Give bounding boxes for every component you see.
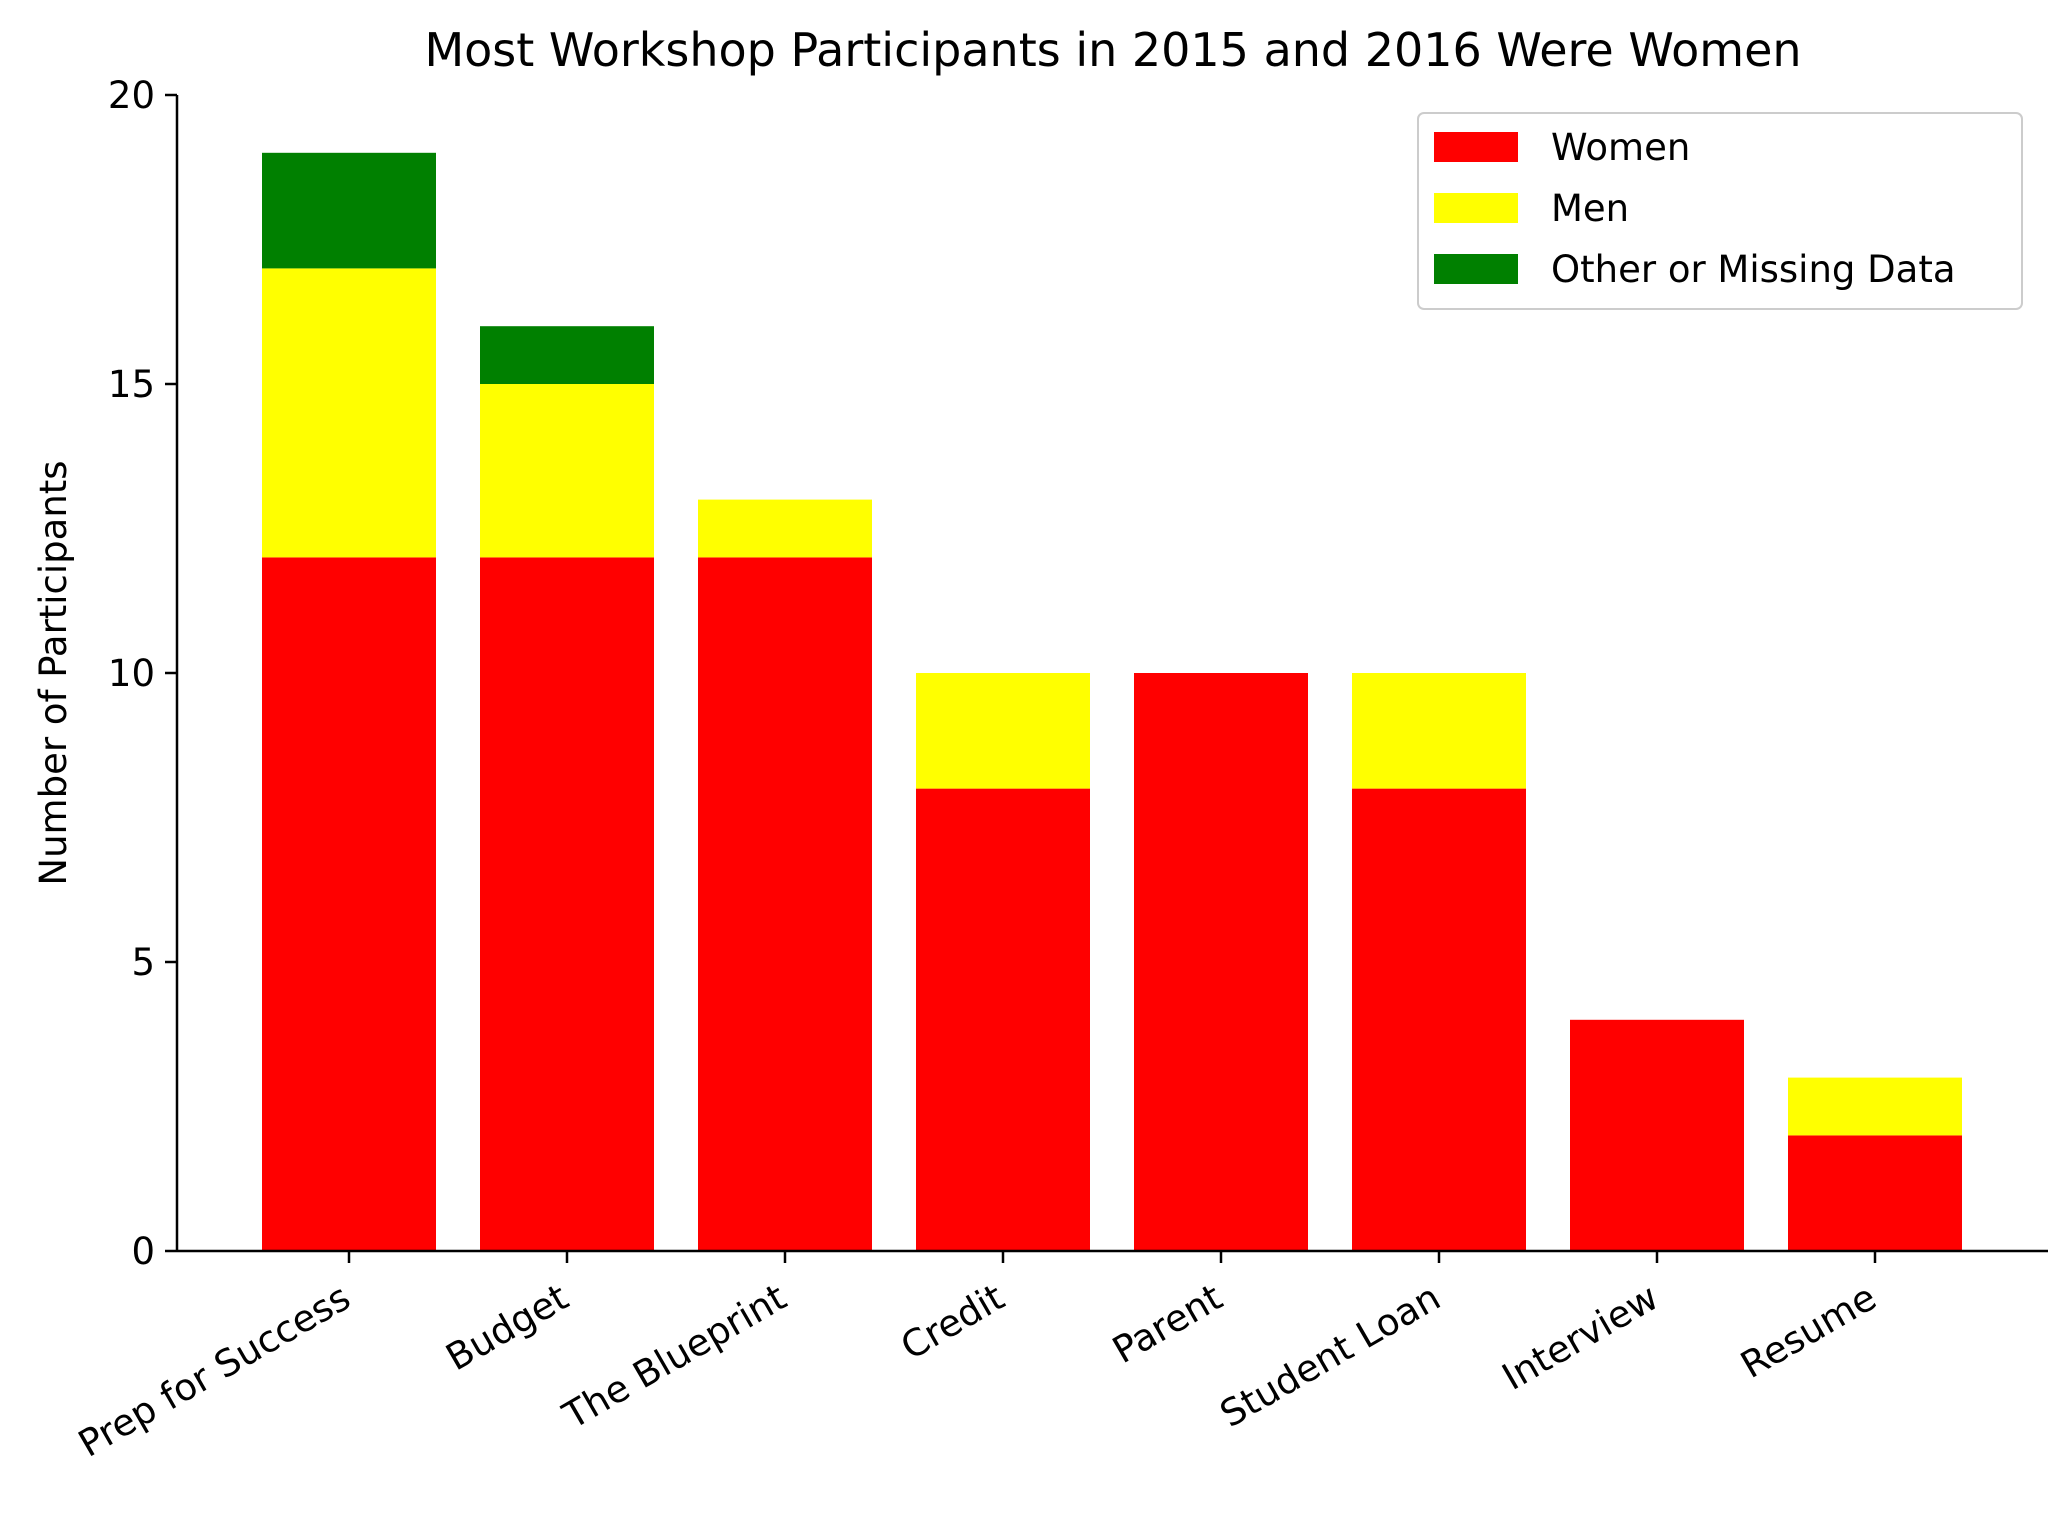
legend-label: Women bbox=[1551, 126, 1690, 169]
bar-men-resume bbox=[1788, 1077, 1962, 1136]
legend-frame bbox=[1417, 112, 2023, 310]
chart-title: Most Workshop Participants in 2015 and 2… bbox=[424, 23, 1801, 77]
x-tick-label: Prep for Success bbox=[71, 1276, 357, 1466]
legend-items: Women Men Other or Missing Data bbox=[1434, 126, 1956, 291]
bar-other-or-missing-data-prep-for-success bbox=[262, 152, 436, 269]
bar-women-resume bbox=[1788, 1135, 1962, 1251]
legend-swatch-men bbox=[1434, 193, 1518, 223]
x-tick-label: Student Loan bbox=[1213, 1276, 1448, 1436]
legend-swatch-women bbox=[1434, 132, 1518, 162]
legend-label: Men bbox=[1551, 187, 1629, 230]
bar-women-the-blueprint bbox=[698, 557, 872, 1251]
y-tick-label: 20 bbox=[108, 74, 155, 117]
bar-women-interview bbox=[1570, 1019, 1744, 1251]
y-axis: 0 5 10 15 20 bbox=[108, 74, 179, 1273]
bar-women-prep-for-success bbox=[262, 557, 436, 1251]
legend-swatch-other-or-missing-data bbox=[1434, 254, 1518, 284]
x-tick-label: Parent bbox=[1105, 1276, 1229, 1372]
bar-men-budget bbox=[480, 384, 654, 558]
bar-men-the-blueprint bbox=[698, 499, 872, 558]
bar-other-or-missing-data-budget bbox=[480, 326, 654, 384]
x-tick-label: Interview bbox=[1495, 1276, 1665, 1399]
x-tick-label: The Blueprint bbox=[555, 1276, 793, 1438]
bar-men-prep-for-success bbox=[262, 268, 436, 558]
y-tick-label: 10 bbox=[108, 652, 155, 695]
bar-women-student-loan bbox=[1352, 788, 1526, 1251]
y-axis-label: Number of Participants bbox=[32, 460, 75, 885]
y-tick-label: 0 bbox=[131, 1230, 155, 1273]
y-axis-label-group: Number of Participants bbox=[32, 460, 75, 885]
x-tick-label: Resume bbox=[1734, 1276, 1884, 1387]
bar-men-student-loan bbox=[1352, 673, 1526, 789]
bar-women-parent bbox=[1134, 673, 1308, 1251]
bars-group bbox=[262, 152, 1962, 1251]
bar-women-budget bbox=[480, 557, 654, 1251]
x-tick-label: Budget bbox=[439, 1276, 576, 1380]
y-tick-label: 15 bbox=[108, 363, 155, 406]
legend-label: Other or Missing Data bbox=[1551, 248, 1956, 291]
x-tick-label: Credit bbox=[894, 1276, 1012, 1369]
bar-men-credit bbox=[916, 673, 1090, 789]
legend: Women Men Other or Missing Data bbox=[1417, 112, 2023, 310]
bar-women-credit bbox=[916, 788, 1090, 1251]
y-tick-label: 5 bbox=[131, 941, 155, 984]
